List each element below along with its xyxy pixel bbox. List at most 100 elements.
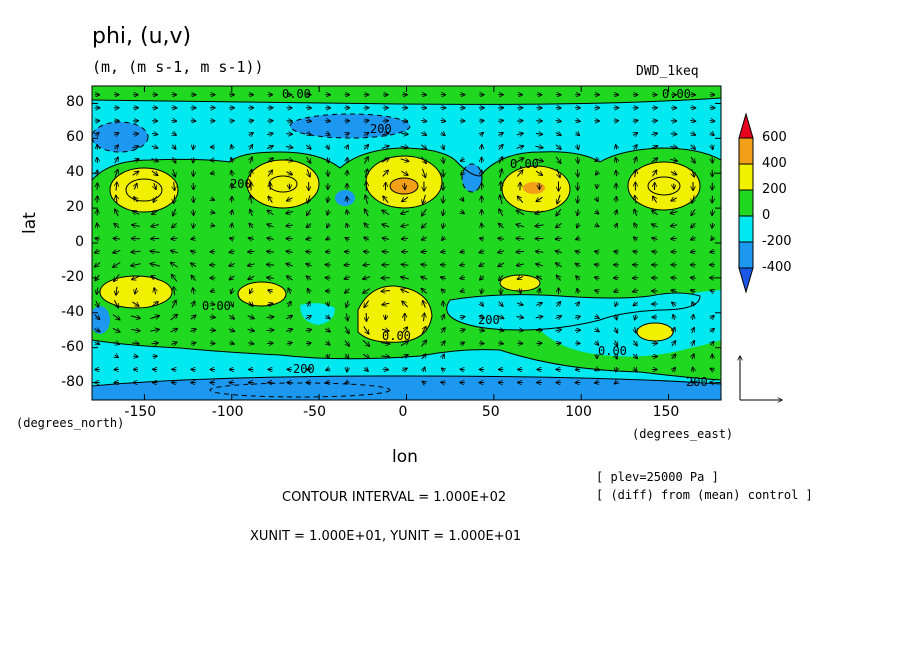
wind-vector (363, 120, 369, 121)
wind-vector (460, 342, 464, 344)
wind-vector (250, 195, 252, 204)
wind-vector (288, 301, 291, 308)
wind-vector (709, 120, 715, 121)
wind-vector (670, 225, 678, 226)
wind-vector (479, 238, 484, 239)
wind-vector (150, 329, 160, 331)
wind-vector (710, 368, 714, 370)
wind-vector (577, 209, 578, 215)
wind-vector (613, 121, 619, 122)
wind-vector (382, 251, 389, 252)
wind-vector (190, 342, 196, 344)
legend-label-neg400: -400 (762, 260, 792, 275)
wind-vector (250, 209, 253, 216)
wind-vector (382, 133, 388, 134)
contour-label: 0.00 (382, 329, 411, 343)
contour-label: 200 (370, 122, 392, 136)
wind-vector (671, 290, 677, 292)
wind-vector (192, 301, 195, 308)
wind-vector (306, 156, 311, 163)
wind-vector (381, 291, 391, 292)
wind-vector (247, 316, 255, 319)
wind-vector (401, 225, 409, 227)
wind-vector (557, 168, 560, 178)
x-tick-label: 150 (652, 404, 680, 420)
wind-vector (248, 120, 253, 121)
wind-vector (595, 316, 600, 318)
x-tick-label: 0 (398, 404, 408, 420)
wind-vector (345, 237, 349, 239)
wind-vector (594, 264, 600, 265)
wind-vector (691, 290, 696, 292)
wind-vector (267, 170, 272, 177)
wind-vector (132, 171, 139, 175)
wind-vector (401, 170, 408, 175)
wind-vector (266, 317, 274, 318)
wind-vector (441, 289, 445, 293)
wind-vector (132, 276, 140, 280)
wind-vector (460, 251, 465, 252)
high-9 (500, 275, 540, 291)
wind-vector (266, 264, 275, 265)
wind-vector (422, 354, 426, 360)
wind-vector (326, 133, 330, 135)
wind-vector (461, 198, 464, 202)
wind-vector (441, 341, 445, 346)
wind-vector (267, 224, 274, 227)
wind-vector (248, 343, 254, 344)
wind-vector (345, 133, 349, 135)
wind-vector (443, 156, 444, 163)
wind-vector (285, 159, 293, 161)
wind-vectors (94, 95, 714, 384)
wind-vector (497, 316, 504, 319)
wind-vector (652, 238, 658, 240)
y-tick-label: 40 (66, 164, 84, 181)
unit-vector-label: XUNIT = 1.000E+01, YUNIT = 1.000E+01 (250, 529, 522, 544)
wind-vector (516, 264, 524, 266)
wind-vector (94, 329, 100, 332)
wind-vector (423, 313, 424, 322)
wind-vector (364, 223, 368, 229)
wind-vector (170, 250, 178, 252)
wind-vector (267, 133, 273, 135)
wind-vector (172, 156, 175, 163)
wind-vector (421, 222, 427, 228)
wind-vector (711, 237, 714, 241)
x-tick-label: 100 (565, 404, 592, 420)
wind-vector (230, 301, 233, 306)
wind-vector (556, 222, 562, 227)
wind-vector (154, 182, 156, 189)
wind-vector (421, 276, 428, 279)
wind-vector (672, 367, 675, 371)
wind-vector (151, 170, 158, 176)
wind-vector (172, 133, 177, 135)
wind-vector (116, 195, 117, 204)
wind-vector (307, 195, 310, 204)
wind-vector (652, 251, 658, 252)
wind-vector (268, 196, 273, 203)
wind-vector (174, 287, 175, 296)
wind-vector (690, 145, 696, 149)
contour-label: 200 (478, 313, 500, 327)
legend-label-600: 600 (762, 130, 787, 145)
wind-vector (132, 134, 139, 135)
wind-vector (115, 157, 119, 164)
wind-vector (267, 277, 274, 278)
wind-vector (134, 183, 137, 190)
wind-vector (173, 169, 176, 177)
wind-vector (114, 223, 120, 227)
wind-vector (114, 274, 120, 281)
wind-vector (328, 170, 329, 176)
wind-vector (171, 274, 178, 282)
wind-vector (286, 315, 292, 319)
wind-vector (634, 223, 637, 229)
wind-vector (172, 145, 176, 149)
wind-vector (381, 158, 389, 163)
wind-vector (441, 251, 446, 252)
wind-vector (594, 382, 600, 383)
wind-vector (401, 211, 409, 214)
wind-vector (651, 146, 658, 149)
high-2 (247, 160, 319, 208)
wind-vector (616, 145, 617, 150)
high-10 (637, 323, 673, 341)
